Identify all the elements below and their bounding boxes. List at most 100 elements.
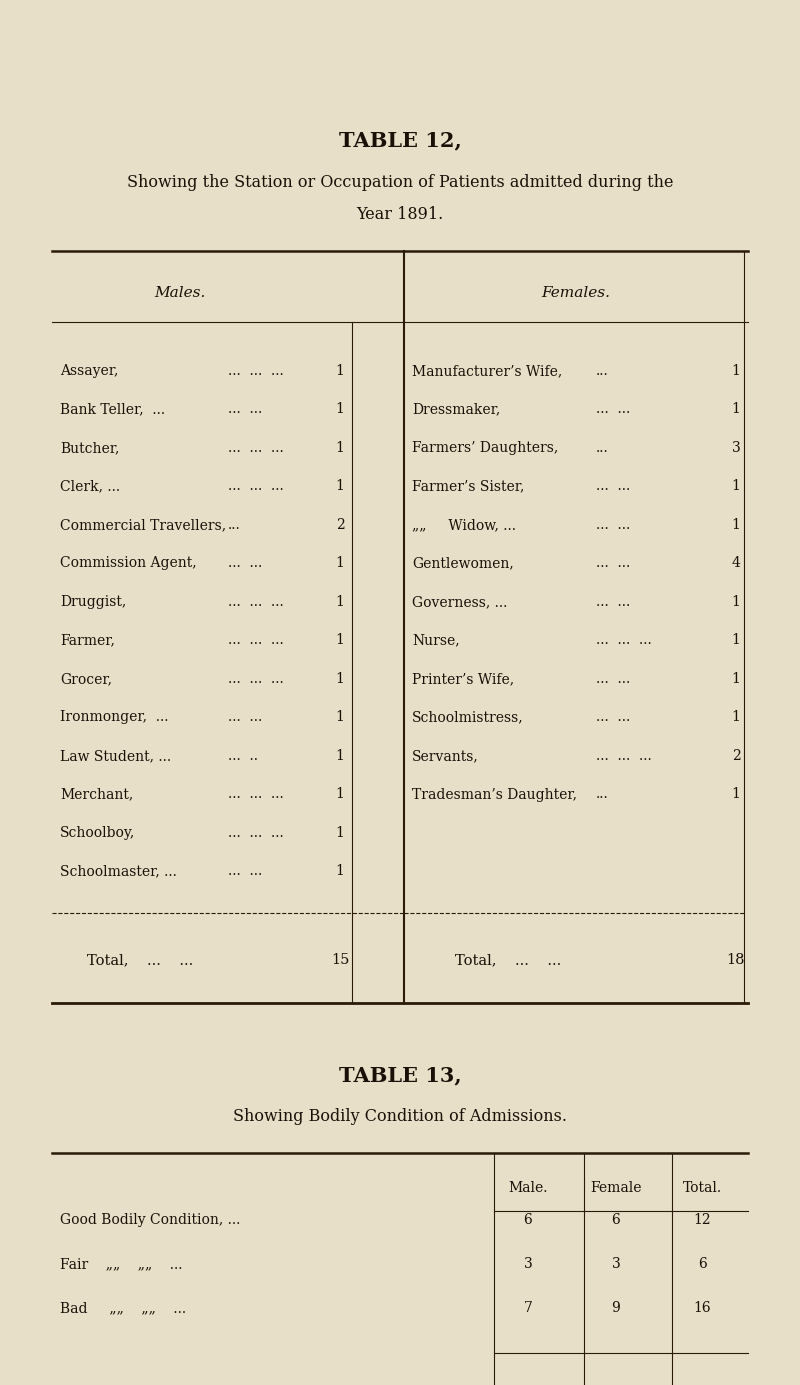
Text: 1: 1 xyxy=(335,403,345,417)
Text: „„     Widow, ...: „„ Widow, ... xyxy=(412,518,516,532)
Text: 3: 3 xyxy=(612,1258,620,1271)
Text: ...  ...: ... ... xyxy=(596,479,630,493)
Text: Servants,: Servants, xyxy=(412,749,478,763)
Text: Farmer,: Farmer, xyxy=(60,633,115,648)
Text: 1: 1 xyxy=(731,364,741,378)
Text: Showing Bodily Condition of Admissions.: Showing Bodily Condition of Admissions. xyxy=(233,1108,567,1125)
Text: ...: ... xyxy=(596,440,609,456)
Text: Total,    ...    ...: Total, ... ... xyxy=(455,953,561,967)
Text: 1: 1 xyxy=(335,749,345,763)
Text: Total,    ...    ...: Total, ... ... xyxy=(87,953,193,967)
Text: 6: 6 xyxy=(612,1213,620,1227)
Text: 1: 1 xyxy=(335,633,345,648)
Text: Male.: Male. xyxy=(508,1181,548,1195)
Text: Druggist,: Druggist, xyxy=(60,596,126,609)
Text: 1: 1 xyxy=(731,596,741,609)
Text: 1: 1 xyxy=(335,864,345,878)
Text: ...  ...  ...: ... ... ... xyxy=(228,596,284,609)
Text: 12: 12 xyxy=(694,1213,711,1227)
Text: ...  ...  ...: ... ... ... xyxy=(228,479,284,493)
Text: 2: 2 xyxy=(336,518,344,532)
Text: 3: 3 xyxy=(732,440,740,456)
Text: Schoolboy,: Schoolboy, xyxy=(60,825,135,839)
Text: ...  ...  ...: ... ... ... xyxy=(596,749,652,763)
Text: Governess, ...: Governess, ... xyxy=(412,596,507,609)
Text: ...  ...  ...: ... ... ... xyxy=(228,825,284,839)
Text: 1: 1 xyxy=(731,711,741,724)
Text: ...  ...: ... ... xyxy=(228,557,262,571)
Text: ...  ...: ... ... xyxy=(596,596,630,609)
Text: TABLE 13,: TABLE 13, xyxy=(338,1065,462,1084)
Text: Commission Agent,: Commission Agent, xyxy=(60,557,197,571)
Text: ...  ...: ... ... xyxy=(596,557,630,571)
Text: Total.: Total. xyxy=(683,1181,722,1195)
Text: 1: 1 xyxy=(731,479,741,493)
Text: Grocer,: Grocer, xyxy=(60,672,112,686)
Text: 1: 1 xyxy=(335,788,345,802)
Text: Males.: Males. xyxy=(154,285,206,301)
Text: Dressmaker,: Dressmaker, xyxy=(412,403,500,417)
Text: 1: 1 xyxy=(731,672,741,686)
Text: 18: 18 xyxy=(726,953,746,967)
Text: 1: 1 xyxy=(335,711,345,724)
Text: Good Bodily Condition, ...: Good Bodily Condition, ... xyxy=(60,1213,240,1227)
Text: 16: 16 xyxy=(694,1301,711,1314)
Text: ...  ...  ...: ... ... ... xyxy=(228,364,284,378)
Text: 7: 7 xyxy=(523,1301,533,1314)
Text: 1: 1 xyxy=(731,518,741,532)
Text: ...: ... xyxy=(596,788,609,802)
Text: Females.: Females. xyxy=(542,285,610,301)
Text: Clerk, ...: Clerk, ... xyxy=(60,479,120,493)
Text: 1: 1 xyxy=(335,440,345,456)
Text: Tradesman’s Daughter,: Tradesman’s Daughter, xyxy=(412,788,577,802)
Text: 1: 1 xyxy=(335,557,345,571)
Text: ...  ...: ... ... xyxy=(596,518,630,532)
Text: 15: 15 xyxy=(331,953,349,967)
Text: ...  ...  ...: ... ... ... xyxy=(228,672,284,686)
Text: Commercial Travellers,: Commercial Travellers, xyxy=(60,518,226,532)
Text: 6: 6 xyxy=(698,1258,706,1271)
Text: Fair    „„    „„    ...: Fair „„ „„ ... xyxy=(60,1258,182,1271)
Text: ...  ...  ...: ... ... ... xyxy=(228,440,284,456)
Text: Law Student, ...: Law Student, ... xyxy=(60,749,171,763)
Text: Printer’s Wife,: Printer’s Wife, xyxy=(412,672,514,686)
Text: 1: 1 xyxy=(335,479,345,493)
Text: 6: 6 xyxy=(524,1213,532,1227)
Text: Farmers’ Daughters,: Farmers’ Daughters, xyxy=(412,440,558,456)
Text: ...  ...: ... ... xyxy=(596,711,630,724)
Text: ...  ...  ...: ... ... ... xyxy=(596,633,652,648)
Text: ...  ...  ...: ... ... ... xyxy=(228,633,284,648)
Text: 1: 1 xyxy=(335,596,345,609)
Text: ...  ...: ... ... xyxy=(596,672,630,686)
Text: ...  ...: ... ... xyxy=(228,711,262,724)
Text: Gentlewomen,: Gentlewomen, xyxy=(412,557,514,571)
Text: ...  ...: ... ... xyxy=(228,864,262,878)
Text: Butcher,: Butcher, xyxy=(60,440,119,456)
Text: ...  ...: ... ... xyxy=(596,403,630,417)
Text: ...: ... xyxy=(596,364,609,378)
Text: ...  ...: ... ... xyxy=(228,403,262,417)
Text: Bank Teller,  ...: Bank Teller, ... xyxy=(60,403,165,417)
Text: 9: 9 xyxy=(612,1301,620,1314)
Text: Bad     „„    „„    ...: Bad „„ „„ ... xyxy=(60,1301,186,1314)
Text: Merchant,: Merchant, xyxy=(60,788,134,802)
Text: Manufacturer’s Wife,: Manufacturer’s Wife, xyxy=(412,364,562,378)
Text: Year 1891.: Year 1891. xyxy=(356,206,444,223)
Text: Female: Female xyxy=(590,1181,642,1195)
Text: Schoolmistress,: Schoolmistress, xyxy=(412,711,524,724)
Text: Schoolmaster, ...: Schoolmaster, ... xyxy=(60,864,177,878)
Text: 3: 3 xyxy=(524,1258,532,1271)
Text: Nurse,: Nurse, xyxy=(412,633,460,648)
Text: Ironmonger,  ...: Ironmonger, ... xyxy=(60,711,169,724)
Text: Farmer’s Sister,: Farmer’s Sister, xyxy=(412,479,524,493)
Text: ...  ...  ...: ... ... ... xyxy=(228,788,284,802)
Text: TABLE 12,: TABLE 12, xyxy=(338,130,462,150)
Text: ...  ..: ... .. xyxy=(228,749,258,763)
Text: 2: 2 xyxy=(732,749,740,763)
Text: 1: 1 xyxy=(731,403,741,417)
Text: Showing the Station or Occupation of Patients admitted during the: Showing the Station or Occupation of Pat… xyxy=(126,175,674,191)
Text: 1: 1 xyxy=(731,788,741,802)
Text: 1: 1 xyxy=(335,672,345,686)
Text: ...: ... xyxy=(228,518,241,532)
Text: Assayer,: Assayer, xyxy=(60,364,118,378)
